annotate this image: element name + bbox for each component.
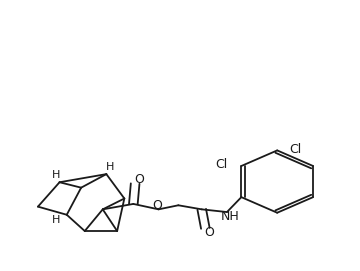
Text: Cl: Cl: [215, 158, 228, 171]
Text: H: H: [106, 162, 114, 172]
Text: O: O: [134, 173, 144, 186]
Text: Cl: Cl: [289, 143, 301, 156]
Text: O: O: [152, 199, 162, 212]
Text: O: O: [204, 226, 214, 239]
Text: H: H: [52, 215, 60, 225]
Text: NH: NH: [221, 210, 240, 222]
Text: H: H: [52, 170, 60, 180]
